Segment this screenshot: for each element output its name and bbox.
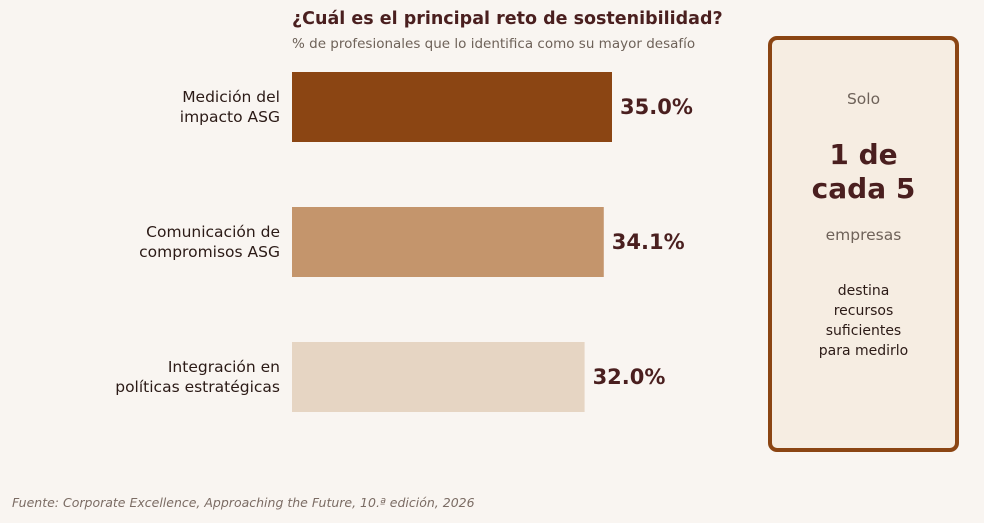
source-note: Fuente: Corporate Excellence, Approachin…	[12, 495, 475, 510]
chart-subtitle: % de profesionales que lo identifica com…	[292, 36, 696, 52]
callout-highlight: 1 de cada 5	[772, 138, 955, 206]
category-label: Comunicación de	[146, 223, 280, 241]
bar-value-label: 35.0%	[620, 95, 693, 119]
category-label: políticas estratégicas	[115, 378, 280, 396]
bar-value-label: 34.1%	[612, 230, 685, 254]
bar	[292, 207, 604, 277]
bar	[292, 72, 612, 142]
category-label: Medición del	[182, 88, 280, 106]
callout-highlight-line: 1 de	[829, 138, 898, 171]
callout-highlight-line: cada 5	[811, 172, 916, 205]
bar-value-label: 32.0%	[593, 365, 666, 389]
category-label: compromisos ASG	[139, 243, 280, 261]
callout-unit: empresas	[825, 226, 902, 244]
callout-text: destina recursos suficientes para medirl…	[818, 283, 909, 359]
category-label: Integración en	[168, 358, 280, 376]
stat-callout: Solo 1 de cada 5 empresas destina recurso…	[768, 36, 959, 452]
bar	[292, 342, 585, 412]
callout-lead: Solo	[846, 90, 881, 108]
chart-title: ¿Cuál es el principal reto de sostenibil…	[292, 9, 723, 29]
category-label: impacto ASG	[180, 108, 280, 126]
